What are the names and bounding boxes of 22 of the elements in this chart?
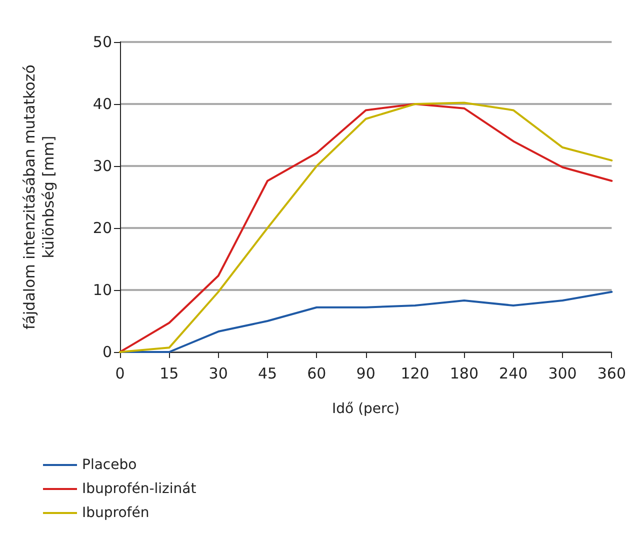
y-tick-label: 10 [92, 281, 112, 299]
x-tick-label: 30 [208, 364, 228, 382]
y-tick-label: 40 [92, 95, 112, 113]
x-tick-label: 240 [499, 364, 528, 382]
x-axis-title: Idő (perc) [332, 401, 400, 417]
legend-label: Ibuprofén-lizinát [82, 481, 197, 497]
x-tick-label: 180 [450, 364, 478, 382]
x-tick-label: 300 [548, 364, 577, 382]
x-tick-label: 0 [115, 364, 125, 382]
y-tick-label: 0 [102, 343, 112, 361]
y-tick-label: 30 [92, 157, 112, 175]
x-tick-label: 15 [160, 364, 179, 382]
legend-label: Placebo [82, 457, 137, 473]
y-tick-label: 50 [92, 33, 112, 51]
x-tick-label: 120 [400, 364, 430, 382]
x-tick-label: 60 [307, 364, 326, 382]
x-tick-label: 90 [356, 364, 376, 382]
x-tick-label: 360 [597, 364, 626, 382]
y-axis-title: fájdalom intenzitásában mutatkozó különbség [mm] [20, 64, 58, 330]
legend-label: Ibuprofén [82, 505, 150, 521]
x-tick-label: 45 [258, 364, 278, 382]
y-tick-label: 20 [92, 219, 112, 237]
